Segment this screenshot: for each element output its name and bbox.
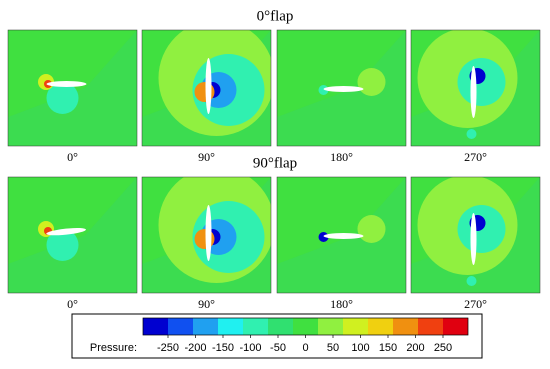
field-shade	[8, 30, 137, 146]
colorbar-tick-label: 50	[327, 342, 339, 354]
color-swatch	[168, 318, 193, 335]
contour-panel	[8, 30, 137, 146]
airfoil	[323, 86, 364, 92]
airfoil	[470, 213, 477, 265]
contour-panel	[142, 30, 271, 146]
blob	[466, 276, 477, 286]
contour-panel	[277, 177, 406, 293]
colorbar-tick-label: -100	[239, 342, 261, 354]
panel-frame	[141, 29, 272, 147]
panel-label: 180°	[330, 150, 353, 164]
colorbar-tick-label: 250	[434, 342, 452, 354]
colorbar-tick-label: -150	[212, 342, 234, 354]
panel-frame	[7, 176, 138, 294]
color-swatch	[368, 318, 393, 335]
contour-panel	[411, 177, 540, 293]
blob	[46, 82, 79, 114]
colorbar-tick-label: 0	[302, 342, 308, 354]
blob	[466, 129, 477, 139]
airfoil	[470, 66, 477, 118]
panel-frame	[410, 29, 541, 147]
airfoil	[46, 81, 87, 87]
panel-frame	[141, 176, 272, 294]
contour-panel	[142, 177, 271, 293]
colorbar-tick-label: -200	[184, 342, 206, 354]
color-swatch	[193, 318, 218, 335]
panel-frame	[7, 29, 138, 147]
blob	[194, 229, 215, 249]
color-swatch	[443, 318, 468, 335]
color-swatch	[243, 318, 268, 335]
panel-label: 270°	[464, 150, 487, 164]
blob	[357, 215, 386, 243]
contour-panel	[8, 177, 137, 293]
color-swatch	[143, 318, 168, 335]
color-swatch	[393, 318, 418, 335]
colorbar-tick-label: 100	[351, 342, 369, 354]
blob	[194, 82, 215, 102]
field-shade	[277, 177, 406, 293]
row-title: 0°flap	[257, 8, 294, 24]
field-shade	[8, 177, 137, 293]
color-swatch	[268, 318, 293, 335]
colorbar-label: Pressure:	[90, 342, 137, 354]
color-swatch	[418, 318, 443, 335]
color-swatch	[318, 318, 343, 335]
airfoil	[205, 205, 212, 261]
field-shade	[277, 30, 406, 146]
panel-label: 0°	[67, 150, 78, 164]
airfoil	[46, 228, 87, 236]
panel-label: 90°	[198, 297, 215, 311]
blob	[357, 68, 386, 96]
panel-frame	[276, 176, 407, 294]
color-swatch	[343, 318, 368, 335]
colorbar-tick-label: -50	[270, 342, 286, 354]
panel-label: 270°	[464, 297, 487, 311]
airfoil	[205, 58, 212, 114]
contour-panel	[277, 30, 406, 146]
blob	[318, 232, 329, 242]
color-swatch	[293, 318, 318, 335]
color-swatch	[218, 318, 243, 335]
panel-frame	[410, 176, 541, 294]
blob	[318, 85, 329, 95]
contour-panel	[411, 30, 540, 146]
panel-label: 0°	[67, 297, 78, 311]
airfoil	[323, 233, 364, 239]
row-title: 90°flap	[253, 155, 297, 171]
colorbar-tick-label: 150	[379, 342, 397, 354]
panel-label: 180°	[330, 297, 353, 311]
panel-label: 90°	[198, 150, 215, 164]
colorbar-tick-label: -250	[157, 342, 179, 354]
colorbar-tick-label: 200	[406, 342, 424, 354]
panel-frame	[276, 29, 407, 147]
blob	[46, 229, 79, 261]
